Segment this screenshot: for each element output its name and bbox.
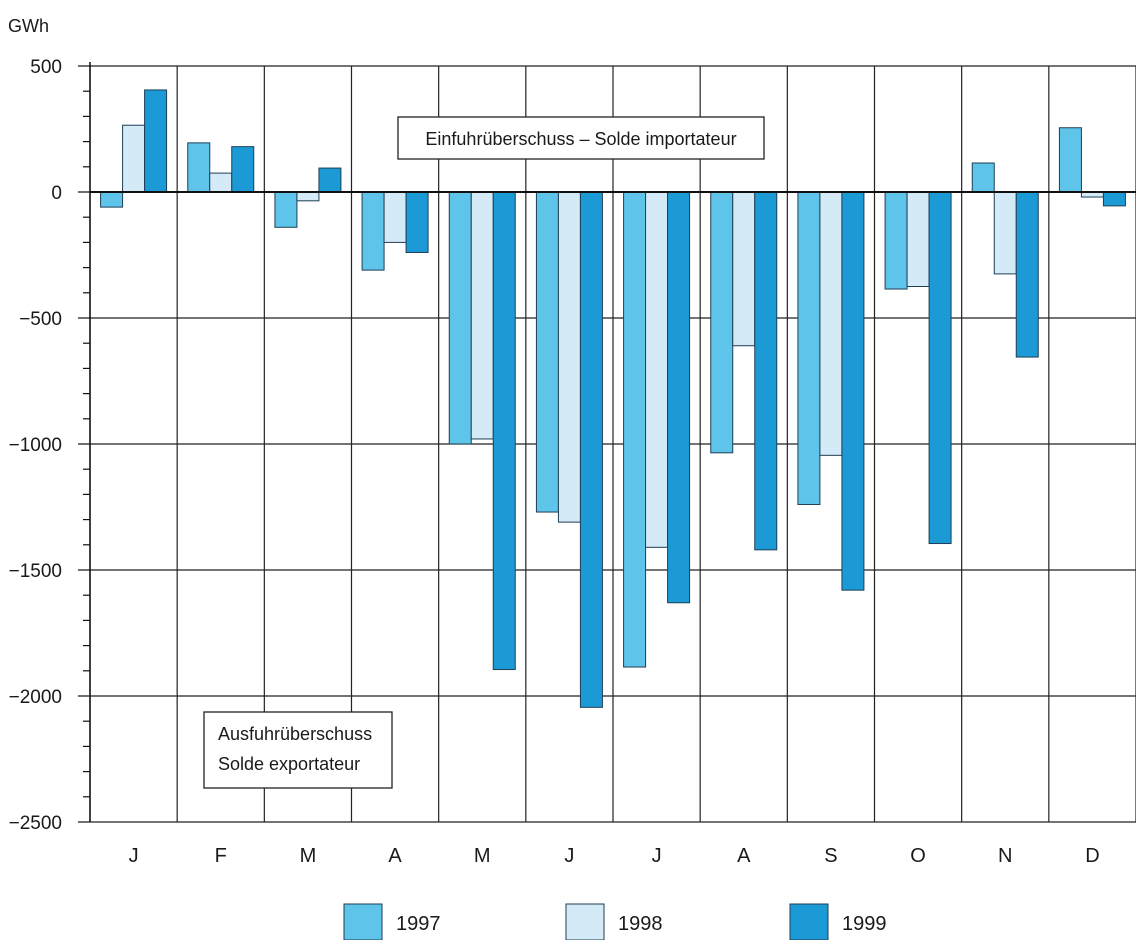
x-tick-label: M [300, 845, 317, 867]
bars [100, 89, 1126, 708]
x-tick-label: N [998, 845, 1012, 867]
x-tick-label: J [652, 845, 662, 867]
annotation-box-import [397, 116, 765, 160]
y-tick-label: −2000 [9, 687, 62, 708]
x-tick-label: S [824, 845, 837, 867]
bar-1999 [231, 146, 255, 193]
y-tick-label: −1000 [9, 435, 62, 456]
bar-1998 [122, 124, 146, 193]
y-tick-label: −2500 [9, 813, 62, 834]
bar-1997 [623, 191, 647, 668]
axes: 500 0 −500 −1000 −1500 −2000 −2500 J F M A M J J A S O N D [9, 57, 1136, 867]
bar-1999 [928, 191, 952, 545]
bar-1999 [1015, 191, 1039, 358]
bar-1997 [797, 191, 821, 505]
bar-1999 [667, 191, 691, 604]
bar-1999 [144, 89, 168, 193]
bar-1997 [448, 191, 472, 445]
bar-1997 [187, 142, 211, 193]
x-tick-label: O [910, 845, 926, 867]
bar-1997 [361, 191, 385, 271]
bar-1998 [645, 191, 669, 548]
bar-1999 [318, 167, 342, 193]
annotation-text-export: Ausfuhrüberschuss [218, 724, 372, 744]
bar-1998 [383, 191, 407, 243]
y-tick-label: −1500 [9, 561, 62, 582]
annotation-text-export: Solde exportateur [218, 754, 360, 774]
annotation-box-export [203, 711, 393, 789]
bar-1998 [470, 191, 494, 440]
y-axis-unit-label: GWh [8, 16, 49, 36]
x-tick-label: M [474, 845, 491, 867]
bar-1999 [1102, 191, 1126, 207]
x-tick-label: J [129, 845, 139, 867]
bar-1997 [1058, 127, 1082, 193]
bar-1999 [754, 191, 778, 551]
legend-label-1998: 1998 [618, 913, 663, 935]
bar-1998 [819, 191, 843, 456]
bar-1997 [535, 191, 559, 513]
bar-1997 [100, 191, 124, 208]
x-tick-label: A [388, 845, 402, 867]
bar-1997 [971, 162, 995, 193]
y-tick-label: −500 [19, 309, 62, 330]
bar-1998 [296, 191, 320, 202]
bar-1998 [209, 172, 233, 193]
bar-1998 [906, 191, 930, 287]
x-tick-label: D [1085, 845, 1099, 867]
x-tick-label: A [737, 845, 751, 867]
bar-1999 [405, 191, 429, 253]
bar-1997 [274, 191, 298, 228]
bar-1998 [993, 191, 1017, 275]
x-tick-label: F [215, 845, 227, 867]
legend-swatch-1998 [565, 903, 605, 940]
bar-1999 [841, 191, 865, 591]
x-tick-label: J [564, 845, 574, 867]
bar-1999 [492, 191, 516, 671]
legend-swatch-1999 [789, 903, 829, 940]
annotations: Einfuhrüberschuss – Solde importateur Aus… [203, 116, 765, 789]
bar-1998 [732, 191, 756, 347]
legend-swatch-1997 [343, 903, 383, 940]
legend: 1997 1998 1999 [343, 903, 887, 940]
legend-label-1999: 1999 [842, 913, 887, 935]
bar-1997 [884, 191, 908, 290]
bar-1999 [579, 191, 603, 708]
annotation-text-import: Einfuhrüberschuss – Solde importateur [425, 129, 736, 149]
y-tick-label: 500 [30, 57, 62, 78]
legend-label-1997: 1997 [396, 913, 441, 935]
bar-1997 [710, 191, 734, 454]
bar-1998 [557, 191, 581, 523]
y-tick-label: 0 [51, 183, 62, 204]
